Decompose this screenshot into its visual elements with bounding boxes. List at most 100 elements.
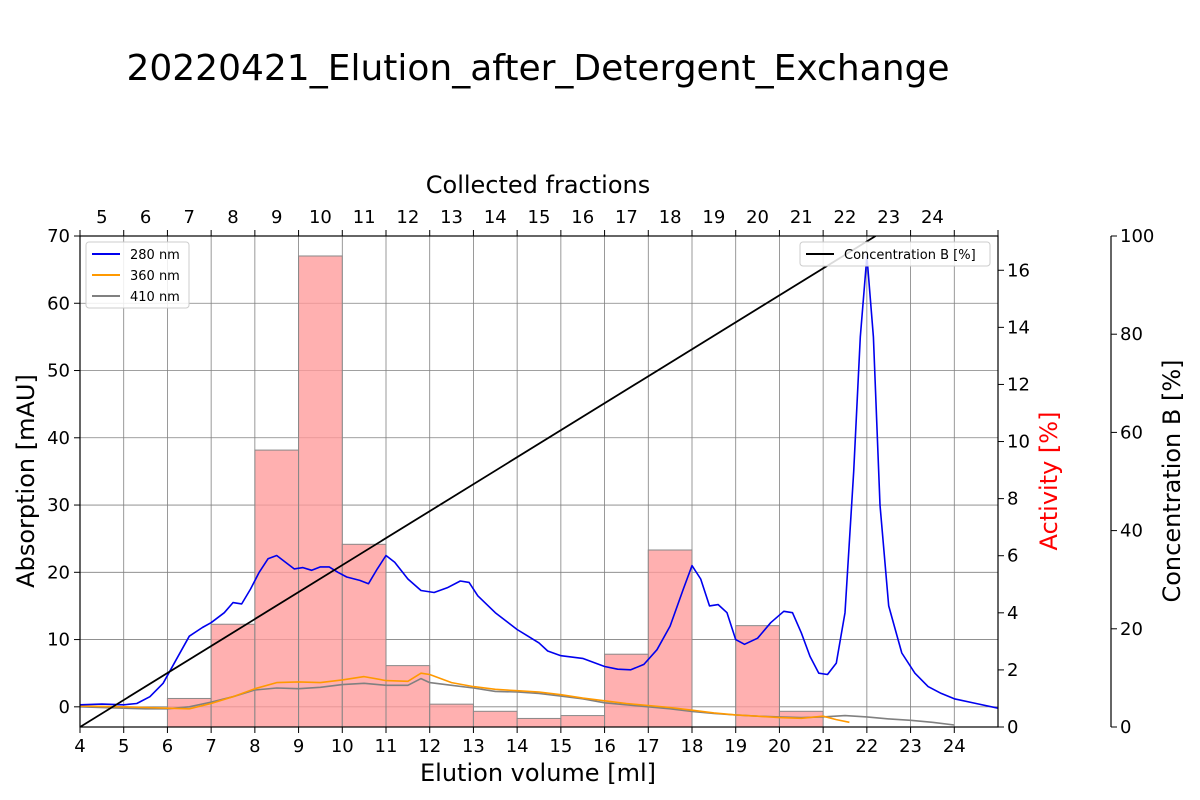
y2-tick-label: 14 (1007, 317, 1030, 338)
legend-label: Concentration B [%] (844, 248, 976, 263)
grid-lines (79, 235, 998, 727)
x-tick-label: 7 (205, 736, 216, 757)
y-tick-label: 10 (47, 630, 70, 651)
x-tick-label: 20 (768, 736, 791, 757)
activity-bar (341, 543, 387, 728)
fraction-label: 12 (396, 207, 419, 228)
y-axis-label: Absorption [mAU] (12, 374, 40, 588)
activity-bar (647, 549, 693, 728)
activity-bar (254, 449, 300, 728)
y3-tick-label: 60 (1120, 422, 1143, 443)
x-tick-label: 23 (899, 736, 922, 757)
top-x-axis-label: Collected fractions (426, 171, 650, 199)
fraction-label: 7 (184, 207, 195, 228)
fraction-label: 17 (615, 207, 638, 228)
activity-bar (778, 710, 824, 728)
y3-tick-label: 20 (1120, 619, 1143, 640)
activity-bars (166, 255, 824, 728)
y-tick-label: 20 (47, 562, 70, 583)
x-tick-label: 10 (331, 736, 354, 757)
x-tick-label: 19 (724, 736, 747, 757)
fraction-label: 24 (921, 207, 944, 228)
activity-bar (560, 715, 606, 728)
concentration-line-group (80, 236, 877, 727)
x-tick-label: 9 (293, 736, 304, 757)
x-tick-label: 15 (549, 736, 572, 757)
y3-tick-label: 80 (1120, 324, 1143, 345)
fraction-label: 16 (571, 207, 594, 228)
legend-box (799, 241, 991, 267)
fraction-label: 10 (309, 207, 332, 228)
x-tick-label: 12 (418, 736, 441, 757)
x-tick-label: 8 (249, 736, 260, 757)
y-tick-label: 70 (47, 226, 70, 247)
y2-tick-label: 2 (1007, 660, 1018, 681)
y-tick-label: 40 (47, 428, 70, 449)
activity-bar (472, 710, 518, 728)
legend-concentration: Concentration B [%] (799, 241, 991, 267)
y2-tick-label: 0 (1007, 717, 1018, 738)
legend-absorbance: 280 nm 360 nm 410 nm (85, 241, 190, 309)
y-tick-label: 50 (47, 361, 70, 382)
x-tick-label: 4 (74, 736, 85, 757)
plot-frame (79, 235, 999, 728)
fraction-label: 18 (659, 207, 682, 228)
fraction-label: 9 (271, 207, 282, 228)
fraction-label: 21 (790, 207, 813, 228)
fraction-label: 23 (877, 207, 900, 228)
x-tick-label: 13 (462, 736, 485, 757)
y-tick-label: 0 (59, 697, 70, 718)
x-tick-label: 14 (506, 736, 529, 757)
y3-tick-label: 40 (1120, 521, 1143, 542)
legend-label: 280 nm (130, 248, 180, 263)
legend-box (85, 241, 190, 309)
y2-tick-label: 6 (1007, 546, 1018, 567)
series-line-280-nm (80, 255, 998, 710)
x-axis-label: Elution volume [ml] (420, 759, 656, 787)
fraction-label: 13 (440, 207, 463, 228)
absorbance-lines (80, 255, 998, 726)
series-line-360-nm (80, 672, 850, 724)
y2-tick-label: 4 (1007, 603, 1018, 624)
x-tick-label: 22 (855, 736, 878, 757)
x-tick-label: 6 (162, 736, 173, 757)
fraction-label: 14 (484, 207, 507, 228)
activity-bar (298, 255, 343, 728)
fraction-label: 20 (746, 207, 769, 228)
y3-axis-label: Concentration B [%] (1158, 359, 1186, 602)
y3-tick-label: 100 (1120, 226, 1154, 247)
activity-bar (735, 625, 780, 728)
activity-bar (429, 703, 474, 728)
y2-tick-label: 8 (1007, 489, 1018, 510)
x-tick-label: 16 (593, 736, 616, 757)
activity-bar (385, 665, 431, 728)
y2-axis-label: Activity [%] (1035, 412, 1063, 551)
x-tick-label: 21 (812, 736, 835, 757)
fraction-label: 6 (140, 207, 151, 228)
x-tick-label: 11 (375, 736, 398, 757)
y2-tick-label: 10 (1007, 432, 1030, 453)
y2-tick-label: 16 (1007, 260, 1030, 281)
y3-tick-label: 0 (1120, 717, 1131, 738)
x-tick-label: 17 (637, 736, 660, 757)
x-tick-label: 24 (943, 736, 966, 757)
activity-bar (210, 623, 256, 728)
x-tick-label: 18 (681, 736, 704, 757)
fraction-label: 5 (96, 207, 107, 228)
activity-bar (516, 717, 562, 728)
concentration-line (80, 236, 877, 727)
x-tick-label: 5 (118, 736, 129, 757)
legend-label: 360 nm (130, 269, 180, 284)
y-tick-label: 30 (47, 495, 70, 516)
fraction-label: 22 (834, 207, 857, 228)
fraction-label: 8 (227, 207, 238, 228)
y-tick-label: 60 (47, 293, 70, 314)
axis-ticks: 4 5 6 7 8 9 10 11 12 13 14 15 16 17 18 19 20 21 22 23 240102… (47, 207, 1154, 757)
fraction-label: 15 (528, 207, 551, 228)
fraction-label: 11 (353, 207, 376, 228)
legend-label: 410 nm (130, 290, 180, 305)
axis-labels: Elution volume [ml] Collected fractions … (12, 171, 1186, 787)
chart-title: 20220421_Elution_after_Detergent_Exchang… (126, 48, 949, 89)
plot-border (79, 235, 999, 728)
